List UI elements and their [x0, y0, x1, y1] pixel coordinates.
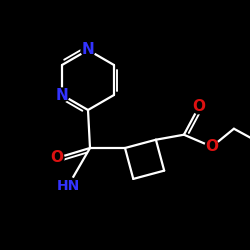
- Text: HN: HN: [56, 179, 80, 193]
- Text: O: O: [206, 139, 218, 154]
- Text: N: N: [82, 42, 94, 58]
- Text: O: O: [50, 150, 64, 166]
- Circle shape: [192, 100, 206, 114]
- Text: N: N: [56, 88, 68, 102]
- Text: O: O: [192, 99, 205, 114]
- Circle shape: [55, 88, 69, 102]
- Circle shape: [50, 151, 64, 165]
- Circle shape: [59, 177, 77, 195]
- Circle shape: [81, 43, 95, 57]
- Circle shape: [205, 140, 219, 154]
